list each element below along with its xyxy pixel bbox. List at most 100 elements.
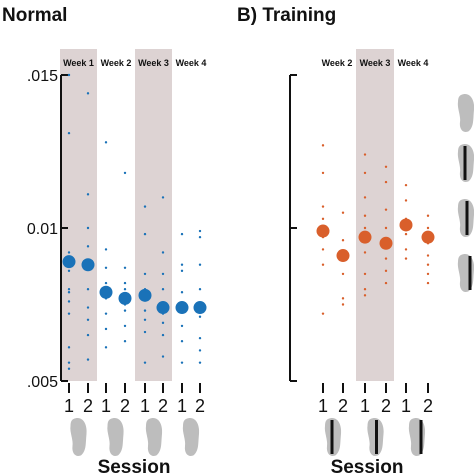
data-point: [143, 318, 147, 321]
week-shade: [135, 49, 172, 381]
data-point: [404, 248, 408, 251]
data-point: [404, 232, 408, 236]
data-point: [161, 251, 165, 254]
panel-b-week-shading: [356, 49, 394, 381]
panel-a-foot-icons: [70, 418, 200, 456]
data-point: [86, 318, 90, 321]
panel-a-normal: Normal Week 1 Week 2 Week 3 Week 4 .005 0.01…: [2, 5, 207, 474]
week-label: Week 4: [398, 58, 429, 68]
foot-stripe-icon: [457, 144, 474, 182]
foot-shape: [70, 418, 87, 456]
stripe: [330, 420, 334, 454]
foot-icon: [457, 94, 474, 132]
data-point: [67, 312, 71, 315]
foot-shape: [457, 94, 474, 132]
data-point: [384, 281, 388, 285]
data-point: [363, 214, 367, 217]
data-point: [321, 205, 325, 208]
data-point: [384, 180, 388, 184]
stripe: [468, 256, 472, 290]
data-point: [161, 288, 165, 291]
data-point: [180, 361, 184, 364]
data-point: [363, 196, 367, 199]
session-mean: [399, 218, 413, 232]
week-label: Week 2: [322, 58, 353, 68]
data-point: [198, 263, 202, 266]
panel-b-means: [316, 218, 435, 263]
data-point: [86, 288, 90, 291]
session-label: 1: [177, 396, 187, 416]
data-point: [143, 205, 147, 208]
data-point: [321, 312, 325, 315]
data-point: [180, 340, 184, 343]
data-point: [180, 324, 184, 328]
session-mean: [316, 224, 330, 238]
panel-b-week-labels: Week 2 Week 3 Week 4: [322, 58, 429, 68]
week-label: Week 4: [176, 58, 207, 68]
foot-shape: [145, 418, 163, 456]
session-label: 1: [318, 396, 328, 416]
data-point: [143, 232, 147, 236]
panel-a-y-tick-labels: .005 0.01 .015: [27, 68, 58, 391]
stripe: [375, 420, 378, 454]
data-point: [363, 288, 367, 291]
week-label: Week 2: [101, 58, 132, 68]
session-label: 2: [338, 396, 348, 416]
data-point: [198, 336, 202, 340]
data-point: [161, 196, 165, 199]
y-tick-label: .015: [27, 68, 58, 85]
data-point: [104, 141, 108, 144]
data-point: [86, 193, 90, 196]
session-label: 1: [140, 396, 150, 416]
data-point: [67, 291, 71, 294]
data-point: [67, 73, 71, 77]
y-tick-label: 0.01: [27, 221, 58, 238]
session-label: 2: [120, 396, 130, 416]
session-mean: [118, 291, 132, 305]
session-mean: [379, 236, 393, 250]
y-tick-label: .005: [27, 374, 58, 391]
data-point: [86, 333, 90, 337]
session-mean: [336, 249, 350, 263]
data-point: [67, 367, 71, 370]
session-mean: [421, 230, 435, 244]
data-point: [86, 245, 90, 248]
data-point: [67, 361, 71, 364]
foot-icon: [107, 418, 124, 456]
data-point: [384, 226, 388, 230]
data-point: [143, 309, 147, 312]
data-point: [86, 92, 90, 95]
stripe: [463, 146, 467, 180]
session-label: 1: [401, 396, 411, 416]
data-point: [161, 272, 165, 276]
data-point: [161, 321, 165, 325]
data-point: [161, 355, 165, 358]
data-point: [104, 281, 108, 285]
session-label: 1: [360, 396, 370, 416]
foot-icon: [182, 418, 200, 456]
stripe: [419, 420, 423, 454]
data-point: [67, 300, 71, 303]
data-point: [426, 226, 430, 230]
data-point: [341, 239, 345, 242]
data-point: [363, 153, 367, 156]
data-point: [123, 324, 127, 328]
data-point: [123, 288, 127, 291]
data-point: [67, 251, 71, 254]
data-point: [143, 272, 147, 276]
panel-a-axis: [60, 74, 201, 393]
data-point: [384, 208, 388, 211]
data-point: [67, 288, 71, 291]
data-point: [123, 340, 127, 343]
data-point: [180, 269, 184, 273]
data-point: [123, 281, 127, 285]
session-mean: [358, 230, 372, 244]
foot-icon: [145, 418, 163, 456]
foot-icon: [70, 418, 87, 456]
session-mean: [156, 301, 170, 315]
data-point: [198, 235, 202, 239]
data-point: [404, 183, 408, 187]
data-point: [180, 232, 184, 236]
data-point: [321, 217, 325, 221]
